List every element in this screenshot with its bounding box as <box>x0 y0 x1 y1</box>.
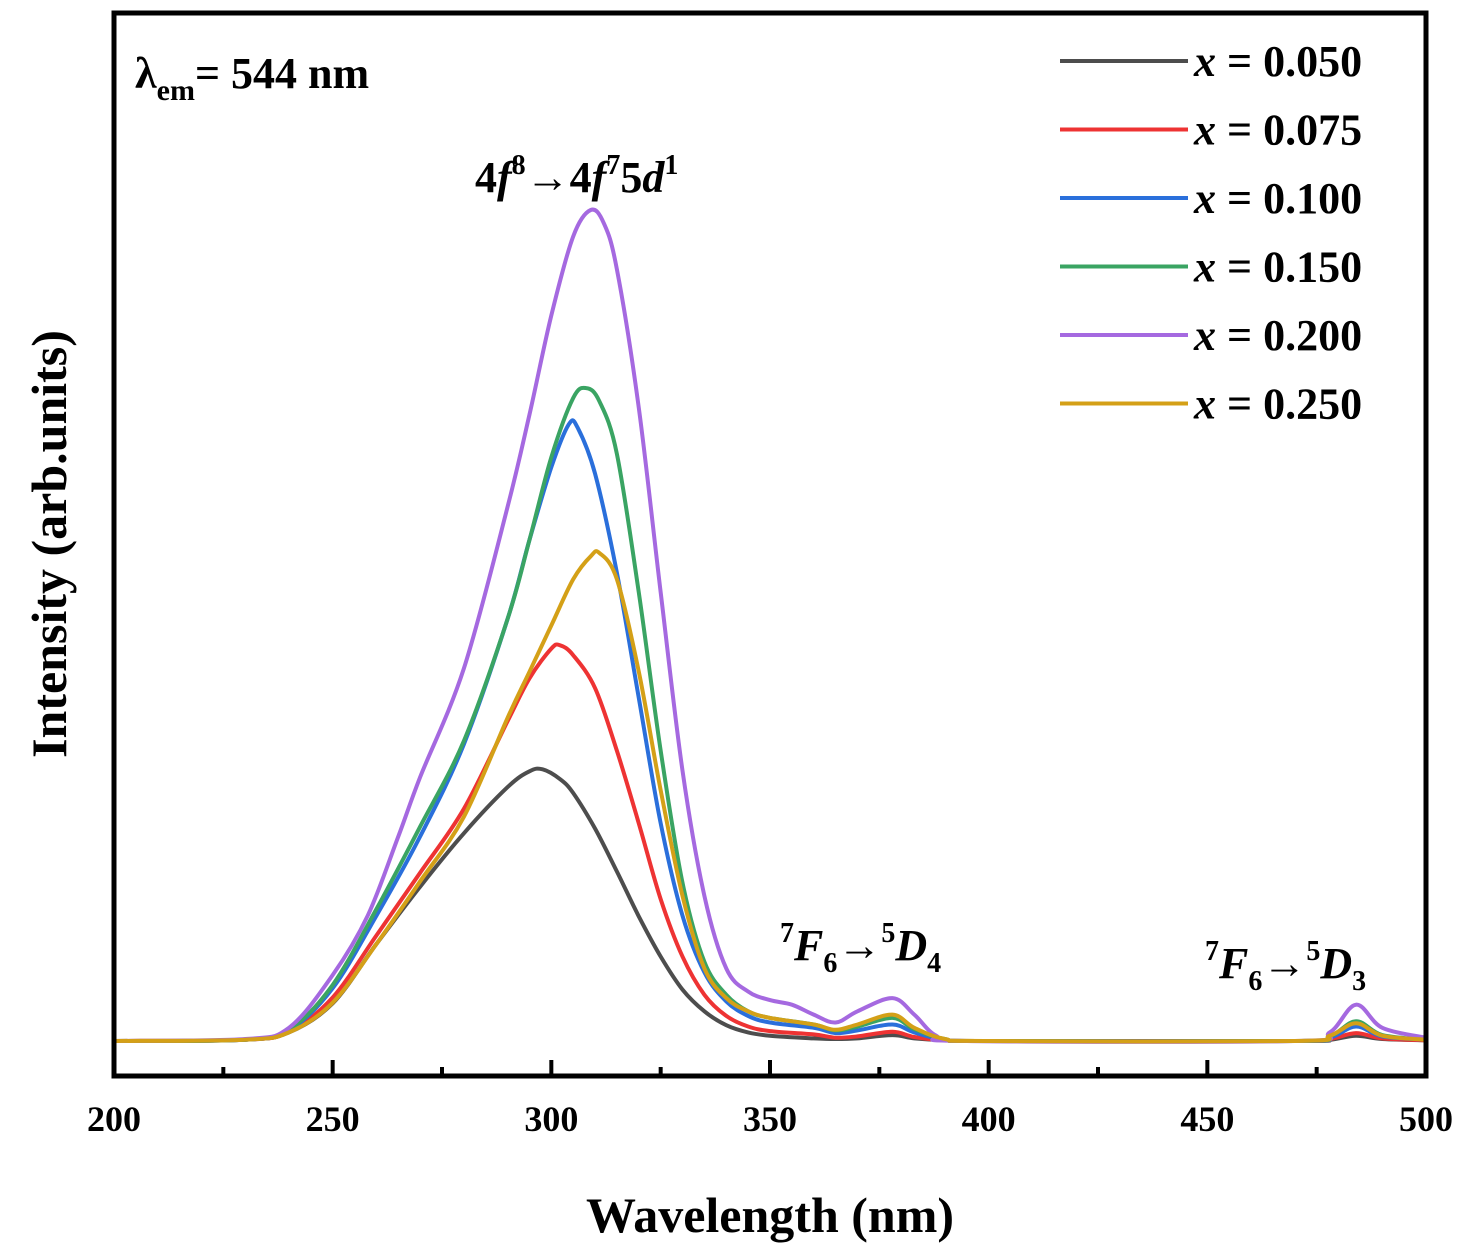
lambda-em-annotation: λem= 544 nm <box>135 49 369 107</box>
legend-label: x = 0.050 <box>1193 37 1362 86</box>
series-line-0-250 <box>114 549 1426 1044</box>
x-tick-label: 350 <box>743 1099 797 1139</box>
legend-label: x = 0.075 <box>1193 106 1362 155</box>
legend: x = 0.050 x = 0.075 x = 0.100 x = 0.150 x = … <box>1060 37 1362 429</box>
x-tick-label: 450 <box>1180 1099 1234 1139</box>
plot-frame <box>111 10 1429 1079</box>
y-axis-title: Intensity (arb.units) <box>21 330 77 758</box>
spectrum-curves <box>114 207 1426 1044</box>
legend-label: x = 0.250 <box>1193 380 1362 429</box>
x-tick-label: 250 <box>306 1099 360 1139</box>
band-label-7f6-5d4: 7F6→5D4 <box>780 918 941 979</box>
legend-label: x = 0.100 <box>1193 174 1362 223</box>
legend-label: x = 0.200 <box>1193 311 1362 360</box>
lambda-value: = 544 nm <box>195 49 369 98</box>
lambda-subscript: em <box>157 74 195 107</box>
x-axis-ticks: 200 250 300 350 400 450 500 <box>87 1060 1453 1139</box>
x-tick-label: 200 <box>87 1099 141 1139</box>
x-tick-label: 400 <box>962 1099 1016 1139</box>
x-tick-label: 500 <box>1399 1099 1453 1139</box>
lambda-symbol: λ <box>135 49 157 98</box>
band-label-4f8-4f7-5d1: 4f8→4f75d1 <box>475 150 678 202</box>
x-axis-title: Wavelength (nm) <box>586 1187 954 1243</box>
x-tick-label: 300 <box>524 1099 578 1139</box>
plot-area <box>111 10 1429 1079</box>
legend-label: x = 0.150 <box>1193 243 1362 292</box>
band-label-7f6-5d3: 7F6→5D3 <box>1205 936 1366 997</box>
